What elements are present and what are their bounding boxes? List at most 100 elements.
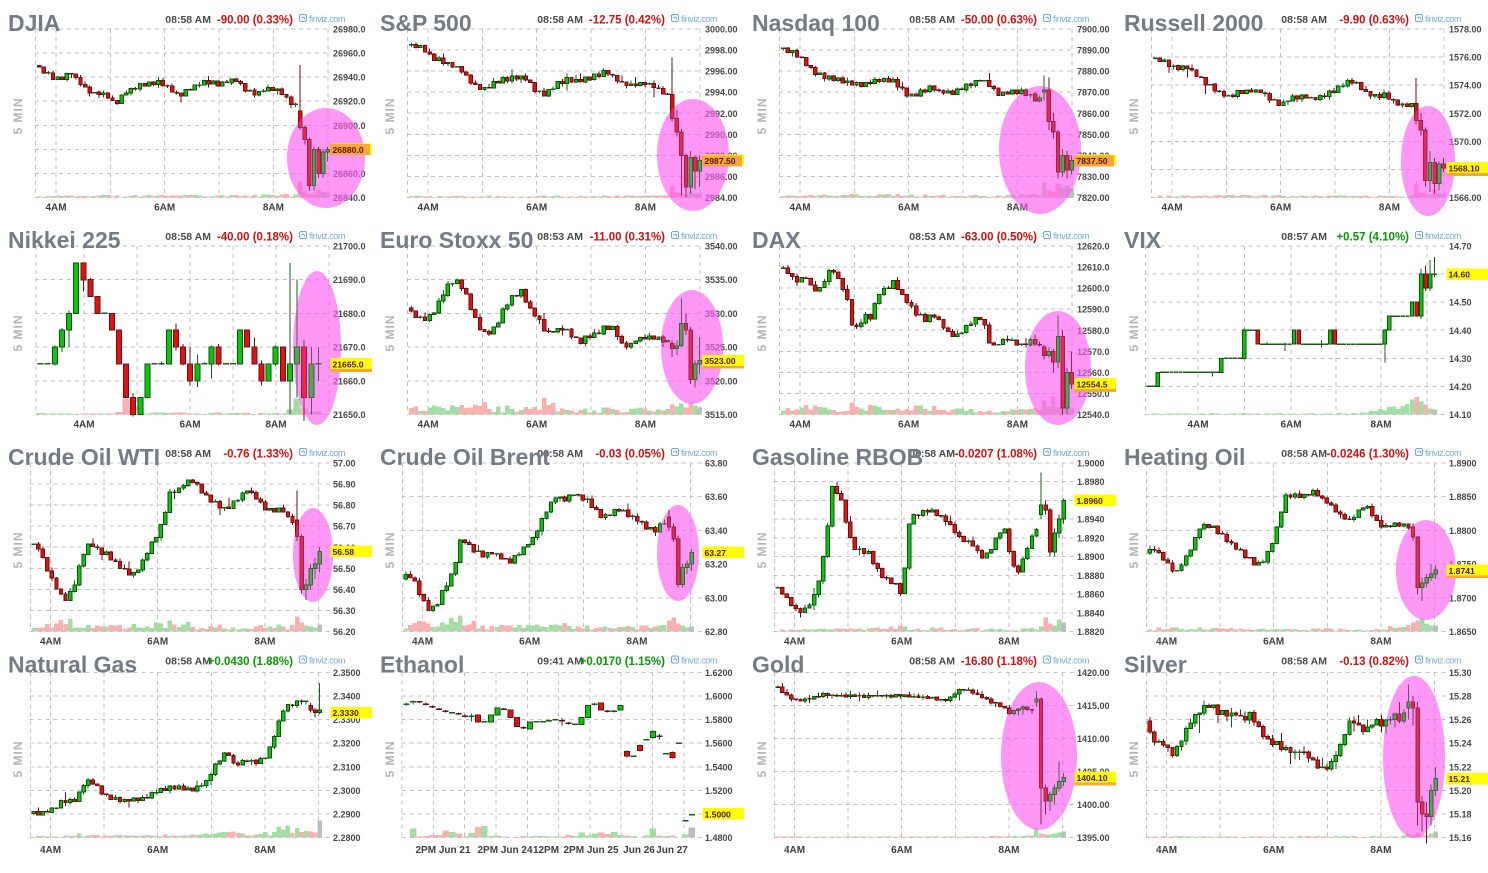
svg-text:4AM: 4AM [40, 845, 61, 856]
svg-text:7820.00: 7820.00 [1077, 193, 1110, 203]
svg-text:8AM: 8AM [635, 203, 656, 214]
svg-text:+0.0430 (1.88%): +0.0430 (1.88%) [208, 656, 294, 668]
svg-text:6AM: 6AM [154, 203, 175, 214]
svg-text:15.28: 15.28 [1449, 692, 1472, 702]
svg-text:1410.00: 1410.00 [1077, 734, 1110, 744]
svg-text:6AM: 6AM [898, 420, 919, 431]
svg-text:7830.00: 7830.00 [1077, 172, 1110, 182]
svg-text:56.70: 56.70 [333, 522, 356, 532]
svg-text:1.8900: 1.8900 [1449, 459, 1477, 469]
svg-text:7900.00: 7900.00 [1077, 25, 1110, 35]
svg-text:8AM: 8AM [998, 637, 1019, 648]
svg-text:DAX: DAX [752, 227, 801, 253]
svg-text:08:57 AM: 08:57 AM [1281, 231, 1327, 243]
svg-text:3540.00: 3540.00 [705, 242, 738, 252]
svg-text:1.5400: 1.5400 [705, 762, 733, 772]
svg-text:4AM: 4AM [1156, 637, 1177, 648]
svg-text:26980.0: 26980.0 [333, 25, 366, 35]
svg-text:1.8800: 1.8800 [1449, 526, 1477, 536]
svg-text:26960.0: 26960.0 [333, 49, 366, 59]
svg-text:56.50: 56.50 [333, 564, 356, 574]
svg-text:4AM: 4AM [73, 420, 94, 431]
svg-text:Ethanol: Ethanol [380, 652, 464, 678]
svg-text:6AM: 6AM [526, 203, 547, 214]
svg-text:4AM: 4AM [417, 203, 438, 214]
svg-text:2996.00: 2996.00 [705, 67, 738, 77]
svg-text:finviz.com: finviz.com [1053, 14, 1089, 24]
svg-text:finviz.com: finviz.com [1053, 656, 1089, 666]
svg-text:VIX: VIX [1124, 227, 1162, 253]
svg-text:15.24: 15.24 [1449, 739, 1472, 749]
svg-text:1.8940: 1.8940 [1077, 515, 1105, 525]
svg-text:56.40: 56.40 [333, 585, 356, 595]
svg-text:08:58 AM: 08:58 AM [165, 14, 211, 26]
svg-text:5 MIN: 5 MIN [1127, 531, 1141, 568]
svg-text:+0.57 (4.10%): +0.57 (4.10%) [1336, 232, 1409, 244]
svg-text:08:58 AM: 08:58 AM [537, 14, 583, 26]
svg-text:2998.00: 2998.00 [705, 46, 738, 56]
svg-text:7870.00: 7870.00 [1077, 88, 1110, 98]
svg-text:finviz.com: finviz.com [681, 231, 717, 241]
svg-text:12554.5: 12554.5 [1077, 380, 1108, 390]
svg-text:1.8700: 1.8700 [1449, 593, 1477, 603]
svg-text:1.8900: 1.8900 [1077, 552, 1105, 562]
svg-text:63.80: 63.80 [705, 459, 728, 469]
svg-text:4AM: 4AM [40, 637, 61, 648]
svg-text:4AM: 4AM [417, 420, 438, 431]
svg-text:-0.0246 (1.30%): -0.0246 (1.30%) [1327, 449, 1410, 461]
svg-text:-0.03 (0.05%): -0.03 (0.05%) [595, 449, 665, 461]
svg-text:1570.00: 1570.00 [1449, 137, 1482, 147]
svg-text:1420.00: 1420.00 [1077, 668, 1110, 678]
svg-text:-0.13 (0.82%): -0.13 (0.82%) [1339, 656, 1409, 668]
svg-text:2.3200: 2.3200 [333, 739, 361, 749]
svg-text:Jun 27: Jun 27 [656, 845, 688, 856]
svg-text:12590.0: 12590.0 [1077, 305, 1110, 315]
svg-text:finviz.com: finviz.com [681, 656, 717, 666]
svg-text:15.18: 15.18 [1449, 809, 1472, 819]
svg-text:finviz.com: finviz.com [309, 231, 345, 241]
svg-text:62.80: 62.80 [705, 627, 728, 637]
svg-text:finviz.com: finviz.com [681, 448, 717, 458]
svg-text:1568.10: 1568.10 [1449, 164, 1480, 174]
svg-text:4AM: 4AM [45, 203, 66, 214]
svg-text:08:58 AM: 08:58 AM [1281, 656, 1327, 668]
svg-text:2987.50: 2987.50 [705, 156, 736, 166]
svg-text:finviz.com: finviz.com [309, 656, 345, 666]
svg-text:56.90: 56.90 [333, 480, 356, 490]
svg-text:15.30: 15.30 [1449, 668, 1472, 678]
svg-text:Euro Stoxx 50: Euro Stoxx 50 [380, 227, 533, 253]
svg-text:7837.50: 7837.50 [1077, 156, 1108, 166]
svg-text:4AM: 4AM [1161, 203, 1182, 214]
svg-text:08:58 AM: 08:58 AM [909, 656, 955, 668]
svg-text:08:58 AM: 08:58 AM [909, 14, 955, 26]
svg-text:4AM: 4AM [784, 845, 805, 856]
svg-text:08:58 AM: 08:58 AM [1281, 14, 1327, 26]
svg-text:5 MIN: 5 MIN [1127, 97, 1141, 134]
svg-text:14.50: 14.50 [1449, 298, 1472, 308]
svg-text:2.2900: 2.2900 [333, 809, 361, 819]
svg-text:63.20: 63.20 [705, 560, 728, 570]
svg-text:14.10: 14.10 [1449, 410, 1472, 420]
svg-text:08:53 AM: 08:53 AM [537, 231, 583, 243]
svg-text:finviz.com: finviz.com [1053, 231, 1089, 241]
svg-text:6AM: 6AM [1263, 637, 1284, 648]
svg-text:21665.0: 21665.0 [333, 360, 364, 370]
svg-text:1404.10: 1404.10 [1077, 773, 1108, 783]
svg-text:1.8880: 1.8880 [1077, 571, 1105, 581]
svg-text:12610.0: 12610.0 [1077, 263, 1110, 273]
svg-text:08:58 AM: 08:58 AM [165, 448, 211, 460]
svg-text:Jun 26: Jun 26 [623, 845, 655, 856]
svg-text:08:58 AM: 08:58 AM [1281, 448, 1327, 460]
svg-text:-40.00 (0.18%): -40.00 (0.18%) [217, 232, 293, 244]
svg-text:7890.00: 7890.00 [1077, 46, 1110, 56]
svg-text:-0.76 (1.33%): -0.76 (1.33%) [223, 449, 293, 461]
svg-text:26880.0: 26880.0 [333, 145, 364, 155]
svg-text:-50.00 (0.63%): -50.00 (0.63%) [961, 15, 1037, 27]
svg-text:1.6200: 1.6200 [705, 668, 733, 678]
svg-text:3523.00: 3523.00 [705, 356, 736, 366]
svg-text:+0.0170 (1.15%): +0.0170 (1.15%) [580, 656, 666, 668]
svg-text:7880.00: 7880.00 [1077, 67, 1110, 77]
svg-text:8AM: 8AM [1370, 637, 1391, 648]
svg-text:-9.90 (0.63%): -9.90 (0.63%) [1339, 15, 1409, 27]
svg-text:finviz.com: finviz.com [1425, 448, 1461, 458]
